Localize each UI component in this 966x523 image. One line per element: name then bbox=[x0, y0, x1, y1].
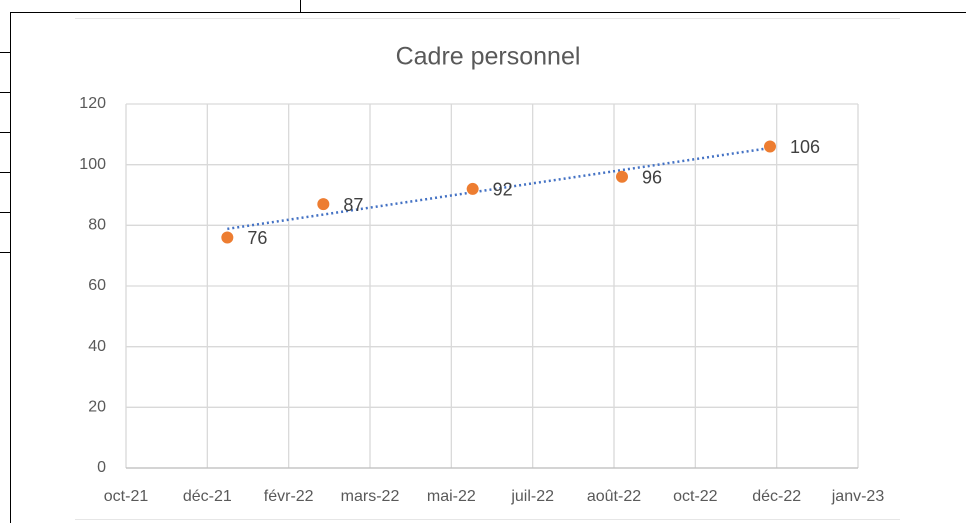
data-label: 96 bbox=[642, 168, 662, 188]
data-label: 106 bbox=[790, 137, 820, 157]
x-tick-label: oct-22 bbox=[673, 488, 718, 505]
y-tick-label: 100 bbox=[79, 156, 106, 173]
x-tick-label: févr-22 bbox=[264, 488, 314, 505]
y-tick-label: 60 bbox=[88, 277, 106, 294]
y-tick-label: 120 bbox=[79, 95, 106, 112]
x-tick-label: déc-22 bbox=[752, 488, 801, 505]
x-tick-label: janv-23 bbox=[831, 488, 885, 505]
y-tick-label: 20 bbox=[88, 399, 106, 416]
data-point bbox=[317, 198, 330, 211]
chart-title: Cadre personnel bbox=[396, 43, 581, 71]
x-tick-label: juil-22 bbox=[510, 488, 554, 505]
y-tick-label: 0 bbox=[97, 459, 106, 476]
data-point bbox=[221, 231, 234, 244]
data-point bbox=[466, 182, 479, 195]
trendline bbox=[227, 146, 771, 231]
data-point bbox=[764, 140, 776, 153]
data-label: 76 bbox=[247, 228, 267, 248]
x-tick-label: déc-21 bbox=[183, 488, 232, 505]
x-tick-label: mai-22 bbox=[427, 488, 476, 505]
data-label: 87 bbox=[343, 195, 363, 215]
y-tick-label: 40 bbox=[88, 338, 106, 355]
x-tick-label: août-22 bbox=[587, 488, 641, 505]
x-tick-label: mars-22 bbox=[341, 488, 400, 505]
data-point bbox=[616, 170, 628, 183]
data-label: 92 bbox=[493, 180, 513, 200]
y-tick-label: 80 bbox=[88, 217, 106, 234]
x-tick-label: oct-21 bbox=[104, 488, 149, 505]
